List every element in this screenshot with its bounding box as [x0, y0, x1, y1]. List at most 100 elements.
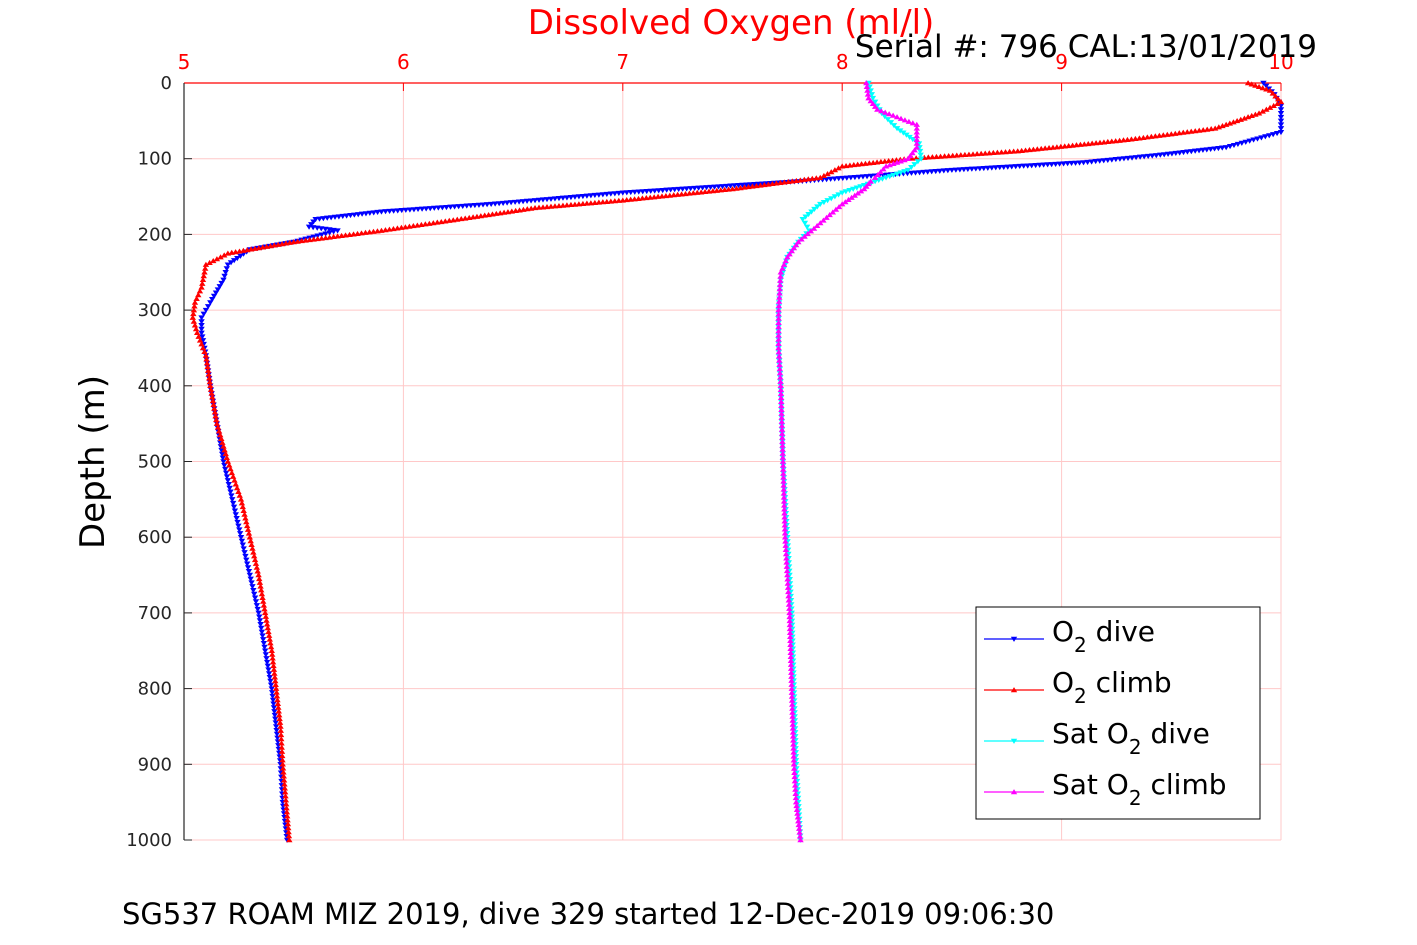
data-point	[654, 193, 662, 199]
data-point	[886, 162, 893, 168]
x-tick-label: 8	[836, 50, 849, 74]
data-point	[239, 504, 246, 510]
data-point	[233, 516, 240, 522]
data-point	[775, 328, 782, 334]
data-point	[279, 761, 286, 767]
data-point	[933, 153, 940, 159]
data-point	[769, 180, 776, 187]
data-point	[225, 462, 233, 468]
data-point	[1277, 107, 1285, 113]
data-point	[775, 349, 783, 355]
data-point	[778, 426, 786, 432]
data-point	[386, 226, 393, 232]
data-point	[208, 390, 215, 396]
data-point	[783, 555, 790, 561]
data-point	[721, 186, 728, 193]
data-point	[223, 474, 231, 480]
data-point	[205, 371, 212, 377]
data-point	[446, 217, 453, 223]
data-point	[777, 277, 784, 283]
legend: O2 dive O2 climb Sat O2 dive Sat O2 climb	[975, 606, 1261, 820]
data-point	[264, 663, 272, 669]
data-point	[543, 203, 551, 210]
data-point	[775, 353, 783, 359]
data-point	[791, 774, 798, 780]
data-point	[911, 162, 918, 168]
data-point	[717, 187, 724, 193]
data-point	[251, 557, 259, 563]
data-point	[778, 410, 785, 416]
data-point	[220, 443, 227, 449]
data-point	[198, 319, 205, 325]
data-point	[776, 290, 783, 296]
data-point	[370, 228, 377, 234]
data-point	[1030, 146, 1037, 152]
data-point	[1277, 126, 1285, 132]
y-tick-label: 600	[138, 527, 172, 548]
data-point	[1049, 144, 1057, 150]
data-point	[780, 470, 787, 476]
data-point	[238, 538, 246, 544]
data-point	[786, 629, 794, 636]
data-point	[998, 149, 1005, 155]
data-point	[603, 198, 611, 204]
data-point	[820, 199, 828, 206]
data-point	[1255, 83, 1263, 90]
data-point	[1241, 115, 1248, 121]
data-point	[567, 201, 575, 208]
data-point	[222, 470, 230, 476]
data-point	[271, 670, 278, 676]
data-point	[854, 161, 861, 167]
data-point	[789, 705, 796, 711]
data-point	[229, 500, 237, 507]
data-point	[239, 542, 246, 548]
data-point	[414, 222, 421, 228]
data-point	[913, 129, 920, 135]
data-point	[454, 216, 461, 222]
data-point	[795, 239, 802, 245]
data-point	[904, 155, 912, 161]
y-tick-label: 700	[138, 603, 172, 624]
data-point	[234, 255, 241, 262]
data-point	[785, 588, 792, 595]
y-tick-label: 100	[138, 149, 172, 170]
data-point	[255, 610, 262, 616]
data-point	[905, 118, 913, 124]
data-point	[1053, 144, 1061, 150]
data-point	[639, 195, 646, 201]
data-point	[745, 184, 752, 190]
data-point	[378, 227, 385, 233]
data-point	[262, 613, 270, 619]
data-point	[1132, 135, 1139, 141]
data-point	[627, 196, 634, 202]
data-point	[925, 154, 932, 160]
x-tick-label: 6	[397, 50, 410, 74]
data-point	[220, 277, 227, 283]
data-point	[500, 209, 508, 215]
data-point	[1196, 127, 1203, 133]
data-point	[1180, 129, 1187, 135]
data-point	[784, 576, 791, 582]
series-3-markers	[775, 80, 920, 843]
data-point	[237, 534, 245, 541]
data-point	[199, 338, 207, 344]
data-point	[1266, 104, 1274, 110]
data-point	[430, 220, 437, 226]
data-point	[882, 163, 890, 169]
data-point	[1277, 122, 1285, 128]
data-point	[272, 678, 279, 684]
data-point	[786, 251, 793, 257]
data-point	[221, 447, 228, 453]
data-point	[1237, 116, 1244, 122]
data-point	[790, 737, 797, 743]
data-point	[777, 378, 784, 384]
data-point	[402, 224, 409, 230]
data-point	[909, 120, 917, 126]
data-point	[207, 382, 214, 389]
data-point	[232, 481, 239, 487]
data-point	[778, 414, 785, 420]
data-point	[794, 810, 801, 816]
data-point	[801, 220, 809, 226]
data-point	[831, 194, 839, 200]
data-point	[709, 188, 717, 194]
